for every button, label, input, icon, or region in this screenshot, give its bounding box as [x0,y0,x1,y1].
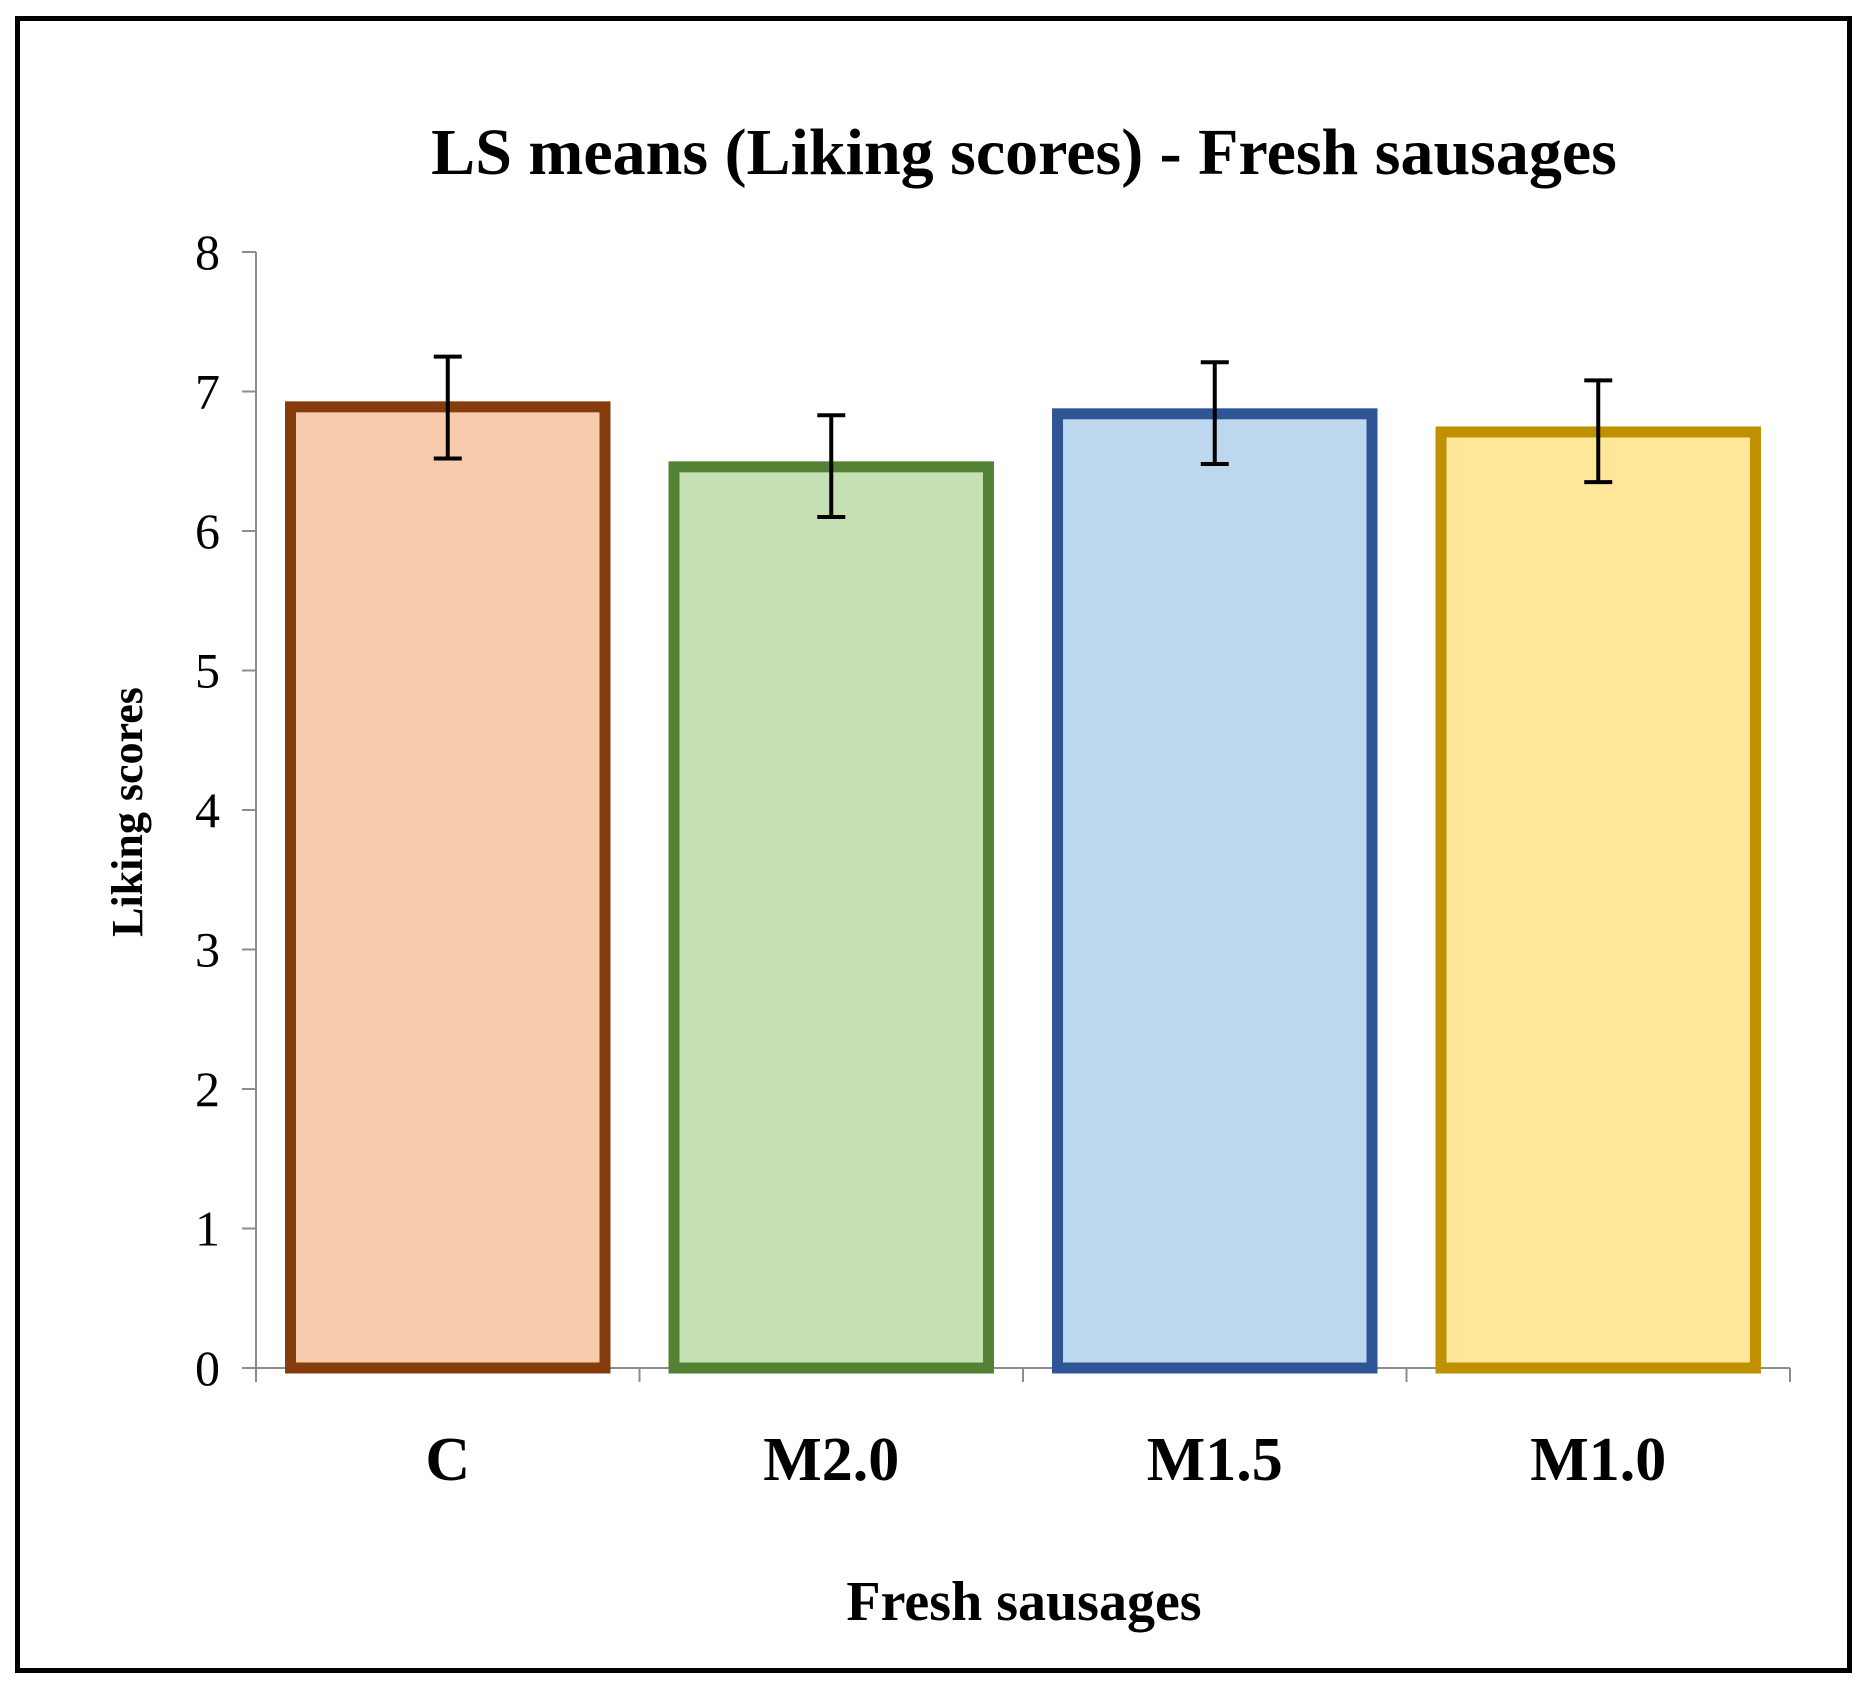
bar-c [285,401,611,1374]
y-tick-labels: 0 1 2 3 4 5 6 7 8 [195,224,220,1396]
y-tick-label: 8 [195,224,220,280]
y-tick-label: 0 [195,1340,220,1396]
x-axis-title: Fresh sausages [846,1571,1201,1633]
y-tick-label: 1 [195,1201,220,1257]
x-category-label: C [425,1426,470,1494]
bar-m2-0 [668,461,994,1374]
y-axis-title: Liking scores [103,687,152,937]
error-bar-group [433,354,1613,520]
y-tick-label: 2 [195,1061,220,1117]
bar-m1-5 [1052,408,1378,1374]
x-category-label: M2.0 [763,1426,899,1494]
x-category-label: M1.0 [1530,1426,1666,1494]
y-tick-label: 7 [195,364,220,420]
chart-title: LS means (Liking scores) - Fresh sausage… [431,116,1617,189]
bar-group [285,401,1761,1374]
y-tick-label: 4 [195,782,220,838]
y-tick-label: 3 [195,922,220,978]
bar-m1-0 [1435,426,1761,1374]
x-category-labels: C M2.0 M1.5 M1.0 [425,1426,1666,1494]
x-category-label: M1.5 [1147,1426,1283,1494]
y-tick-label: 6 [195,503,220,559]
y-tick-label: 5 [195,643,220,699]
